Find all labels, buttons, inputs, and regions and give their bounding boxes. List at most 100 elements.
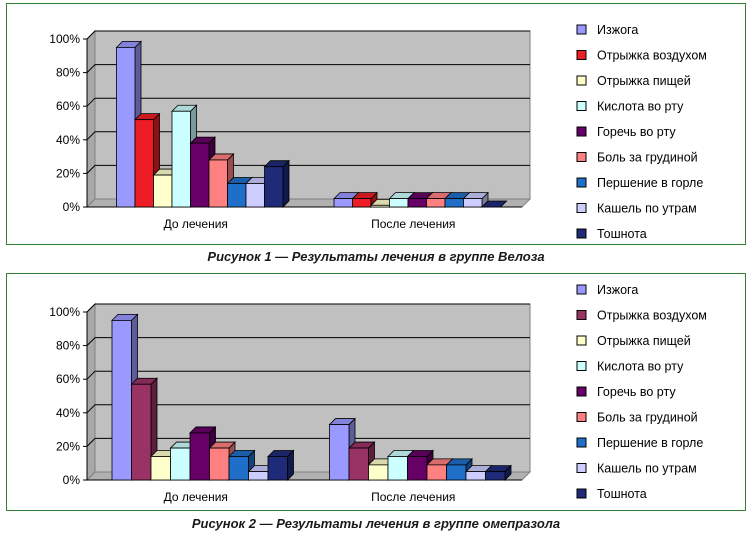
chart-2-svg: 0% 20% 40% 60% 80% 100% До лечения После лечени… bbox=[49, 283, 707, 504]
bar bbox=[481, 200, 508, 208]
legend-label: Кашель по утрам bbox=[597, 462, 697, 476]
bar-front bbox=[170, 447, 191, 481]
chart-1-svg: 0% 20% 40% 60% 80% 100% До лечения После лечени… bbox=[49, 23, 707, 241]
bar-front bbox=[352, 198, 372, 208]
legend-swatch bbox=[576, 412, 587, 422]
legend-label: Кислота во рту bbox=[597, 100, 684, 114]
legend-label: Горечь во рту bbox=[597, 385, 676, 399]
bar-front bbox=[171, 110, 191, 208]
legend-swatch bbox=[576, 361, 587, 371]
legend-label: Боль за грудиной bbox=[597, 411, 698, 425]
figure-2-caption: Рисунок 2 — Результаты лечения в группе … bbox=[191, 516, 561, 531]
gridline bbox=[86, 437, 530, 447]
bar-front bbox=[348, 447, 369, 481]
bar bbox=[484, 464, 512, 481]
chart-panel-2: 0% 20% 40% 60% 80% 100% До лечения После лечени… bbox=[6, 273, 746, 511]
bar-front bbox=[111, 320, 132, 481]
legend-swatch bbox=[576, 437, 587, 448]
figure-1-caption: Рисунок 1 — Результаты лечения в группе … bbox=[207, 249, 545, 264]
x-category-label: После лечения bbox=[371, 490, 455, 504]
gridline bbox=[86, 164, 530, 174]
bar bbox=[263, 159, 290, 208]
bar-front bbox=[208, 159, 228, 208]
legend-swatch bbox=[576, 463, 587, 473]
bar-front bbox=[407, 456, 428, 481]
bar-front bbox=[150, 456, 171, 481]
bar bbox=[228, 449, 256, 481]
bar-front bbox=[189, 432, 210, 481]
bar-front bbox=[190, 142, 210, 208]
bar-top bbox=[481, 200, 508, 208]
bar-front bbox=[134, 119, 154, 208]
legend-label: Боль за грудиной bbox=[597, 151, 698, 165]
legend-label: Горечь во рту bbox=[597, 125, 676, 139]
gridline bbox=[86, 30, 530, 40]
gridline bbox=[86, 131, 530, 141]
legend-label: Кислота во рту bbox=[597, 360, 684, 374]
bar-front bbox=[389, 198, 409, 208]
bar-front bbox=[485, 471, 506, 481]
legend-swatch bbox=[576, 335, 587, 346]
y-tick-label: 40% bbox=[56, 133, 80, 147]
bar-front bbox=[264, 166, 284, 208]
bar-front bbox=[116, 47, 136, 208]
x-category-label: До лечения bbox=[164, 490, 228, 504]
bar-front bbox=[465, 471, 486, 481]
bar-front bbox=[426, 198, 446, 208]
bar-front bbox=[387, 456, 408, 481]
plot-back-wall bbox=[94, 303, 531, 473]
bar-front bbox=[426, 464, 447, 481]
bar-front bbox=[368, 464, 389, 481]
bar bbox=[115, 40, 142, 208]
y-tick-label: 40% bbox=[56, 406, 80, 420]
gridline bbox=[86, 404, 530, 414]
legend-label: Отрыжка воздухом bbox=[597, 49, 707, 63]
bar bbox=[267, 449, 295, 481]
bar-front bbox=[267, 456, 288, 481]
legend-swatch bbox=[576, 152, 587, 162]
gridline bbox=[86, 370, 530, 380]
y-tick-label: 80% bbox=[56, 339, 80, 353]
y-tick-label: 0% bbox=[63, 200, 81, 214]
bar-front bbox=[444, 198, 464, 208]
legend-label: Отрыжка пищей bbox=[597, 334, 691, 348]
legend-swatch bbox=[576, 101, 587, 111]
legend-swatch bbox=[576, 75, 587, 86]
y-tick-label: 60% bbox=[56, 372, 80, 386]
bar-front bbox=[463, 198, 483, 208]
y-tick-label: 20% bbox=[56, 166, 80, 180]
legend-label: Отрыжка пищей bbox=[597, 74, 691, 88]
y-tick-label: 0% bbox=[63, 473, 81, 487]
legend-label: Першение в горле bbox=[597, 436, 703, 450]
legend-label: Тошнота bbox=[597, 227, 647, 241]
gridline bbox=[86, 97, 530, 107]
bar-front bbox=[407, 198, 427, 208]
legend-swatch bbox=[576, 228, 587, 239]
bar-front bbox=[370, 204, 390, 208]
gridline bbox=[86, 64, 530, 73]
y-tick-label: 100% bbox=[49, 32, 80, 46]
y-tick-label: 20% bbox=[56, 439, 80, 453]
bar-front bbox=[329, 424, 350, 481]
legend-swatch bbox=[576, 310, 587, 320]
bar-front bbox=[228, 456, 249, 481]
x-category-label: До лечения bbox=[164, 217, 228, 231]
legend-label: Тошнота bbox=[597, 487, 647, 501]
legend-label: Першение в горле bbox=[597, 176, 703, 190]
legend-swatch bbox=[576, 203, 587, 213]
y-tick-label: 100% bbox=[49, 305, 80, 319]
bar-front bbox=[333, 198, 353, 208]
legend-label: Отрыжка воздухом bbox=[597, 309, 707, 323]
legend-swatch bbox=[576, 386, 587, 397]
legend-swatch bbox=[576, 284, 587, 295]
x-category-label: После лечения bbox=[371, 217, 455, 231]
legend-label: Изжога bbox=[597, 23, 638, 37]
plot-side-wall bbox=[86, 29, 96, 209]
y-tick-label: 60% bbox=[56, 99, 80, 113]
legend-label: Изжога bbox=[597, 283, 638, 297]
legend-swatch bbox=[576, 177, 587, 188]
legend-swatch bbox=[576, 488, 587, 499]
legend-label: Кашель по утрам bbox=[597, 202, 697, 216]
chart-panel-1: 0% 20% 40% 60% 80% 100% До лечения После лечени… bbox=[6, 3, 746, 245]
bar-side bbox=[282, 159, 290, 208]
